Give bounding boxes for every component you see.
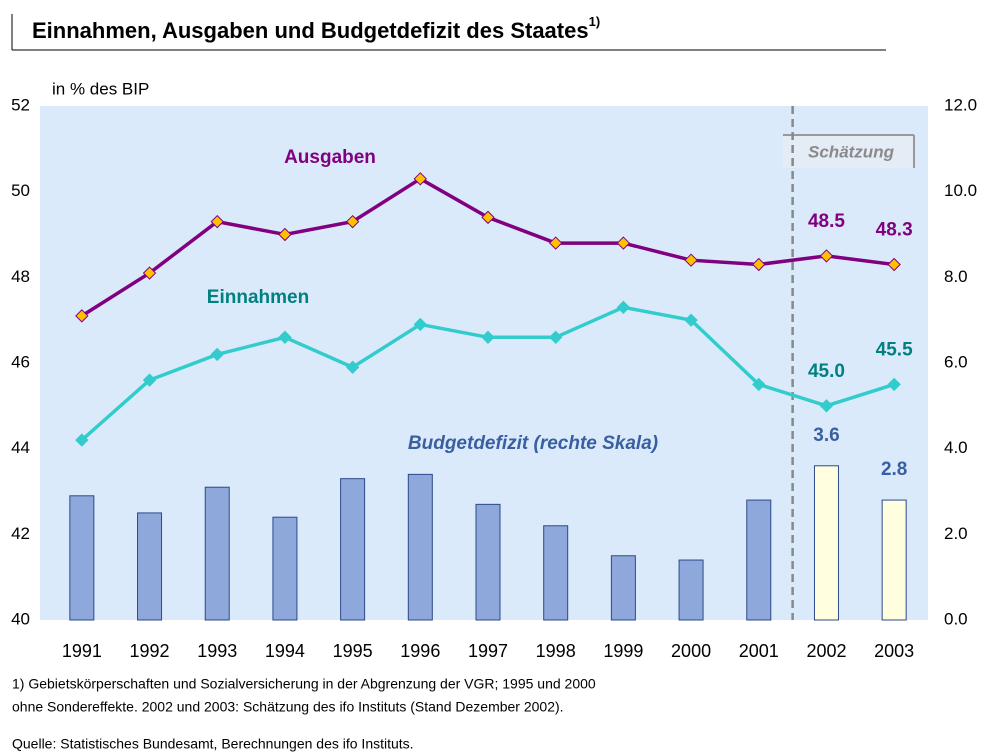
y-tick-label: 42 <box>11 524 30 543</box>
marker <box>413 172 428 186</box>
marker <box>210 347 224 362</box>
y-tick-label: 48 <box>11 267 30 286</box>
marker <box>278 227 292 242</box>
footnote: 1) Gebietskörperschaften und Sozialversi… <box>12 676 596 692</box>
footnote: ohne Sondereffekte. 2002 und 2003: Schät… <box>12 699 564 715</box>
marker <box>345 214 360 229</box>
marker <box>278 330 292 345</box>
marker <box>413 317 428 332</box>
bar <box>678 559 704 621</box>
y2-tick-label: 12.0 <box>944 95 977 114</box>
estimate-box <box>783 135 914 168</box>
x-tick-label: 1994 <box>265 641 305 661</box>
marker <box>481 210 495 225</box>
y2-tick-label: 2.0 <box>944 524 968 543</box>
y-tick-label: 52 <box>11 95 30 114</box>
marker <box>887 257 901 272</box>
y-tick-label: 40 <box>11 609 30 628</box>
bar <box>475 503 501 621</box>
bar <box>272 516 298 621</box>
bar <box>610 555 636 621</box>
chart-title-wrap: Einnahmen, Ausgaben und Budgetdefizit de… <box>32 14 600 42</box>
x-tick-label: 1998 <box>536 641 576 661</box>
bar <box>813 465 839 621</box>
marker <box>684 313 698 327</box>
x-tick-label: 1997 <box>468 641 508 661</box>
marker <box>684 253 698 267</box>
y2-tick-label: 10.0 <box>944 181 977 200</box>
marker <box>210 214 224 229</box>
marker <box>548 236 563 250</box>
marker <box>752 257 766 272</box>
y2-tick-label: 8.0 <box>944 267 968 286</box>
bar <box>746 499 772 621</box>
marker <box>548 330 563 345</box>
x-tick-label: 1992 <box>130 641 170 661</box>
data-label: 48.3 <box>876 219 913 240</box>
data-label: 45.0 <box>808 361 845 382</box>
bar <box>881 499 907 621</box>
data-label: 3.6 <box>813 425 839 446</box>
marker <box>75 433 89 447</box>
x-tick-label: 2000 <box>671 641 711 661</box>
x-tick-label: 1991 <box>62 641 102 661</box>
marker <box>819 249 834 263</box>
marker <box>752 377 766 392</box>
series-label: Budgetdefizit (rechte Skala) <box>408 433 658 454</box>
y-tick-label: 46 <box>11 352 30 371</box>
bar <box>137 512 163 621</box>
data-label: 2.8 <box>881 459 907 480</box>
x-tick-label: 1993 <box>197 641 237 661</box>
x-tick-label: 1999 <box>603 641 643 661</box>
bar <box>340 478 366 621</box>
data-label: 48.5 <box>808 211 845 232</box>
x-tick-label: 1995 <box>333 641 373 661</box>
series-label: Einnahmen <box>207 287 309 308</box>
source: Quelle: Statistisches Bundesamt, Berechn… <box>12 736 414 752</box>
chart-title: Einnahmen, Ausgaben und Budgetdefizit de… <box>32 18 589 43</box>
marker <box>616 236 631 250</box>
y2-tick-label: 6.0 <box>944 352 968 371</box>
marker <box>481 330 495 345</box>
data-label: 45.5 <box>876 339 913 360</box>
bar <box>407 473 433 621</box>
x-tick-label: 2002 <box>806 641 846 661</box>
x-tick-label: 1996 <box>400 641 440 661</box>
estimate-label: Schätzung <box>808 142 895 161</box>
bar <box>69 495 95 621</box>
y-tick-label: 50 <box>11 181 30 200</box>
bar <box>543 525 569 621</box>
marker <box>142 373 157 387</box>
y-axis-label: in % des BIP <box>52 79 149 98</box>
y-tick-label: 44 <box>11 438 30 457</box>
marker <box>887 377 901 392</box>
marker <box>345 360 360 374</box>
bar <box>204 486 230 621</box>
marker <box>142 266 157 280</box>
x-tick-label: 2003 <box>874 641 914 661</box>
marker <box>616 300 631 315</box>
marker <box>75 309 89 323</box>
marker <box>819 399 834 413</box>
y2-tick-label: 4.0 <box>944 438 968 457</box>
x-tick-label: 2001 <box>739 641 779 661</box>
series-label: Ausgaben <box>284 147 376 168</box>
y2-tick-label: 0.0 <box>944 609 968 628</box>
title-note: 1) <box>589 14 601 29</box>
